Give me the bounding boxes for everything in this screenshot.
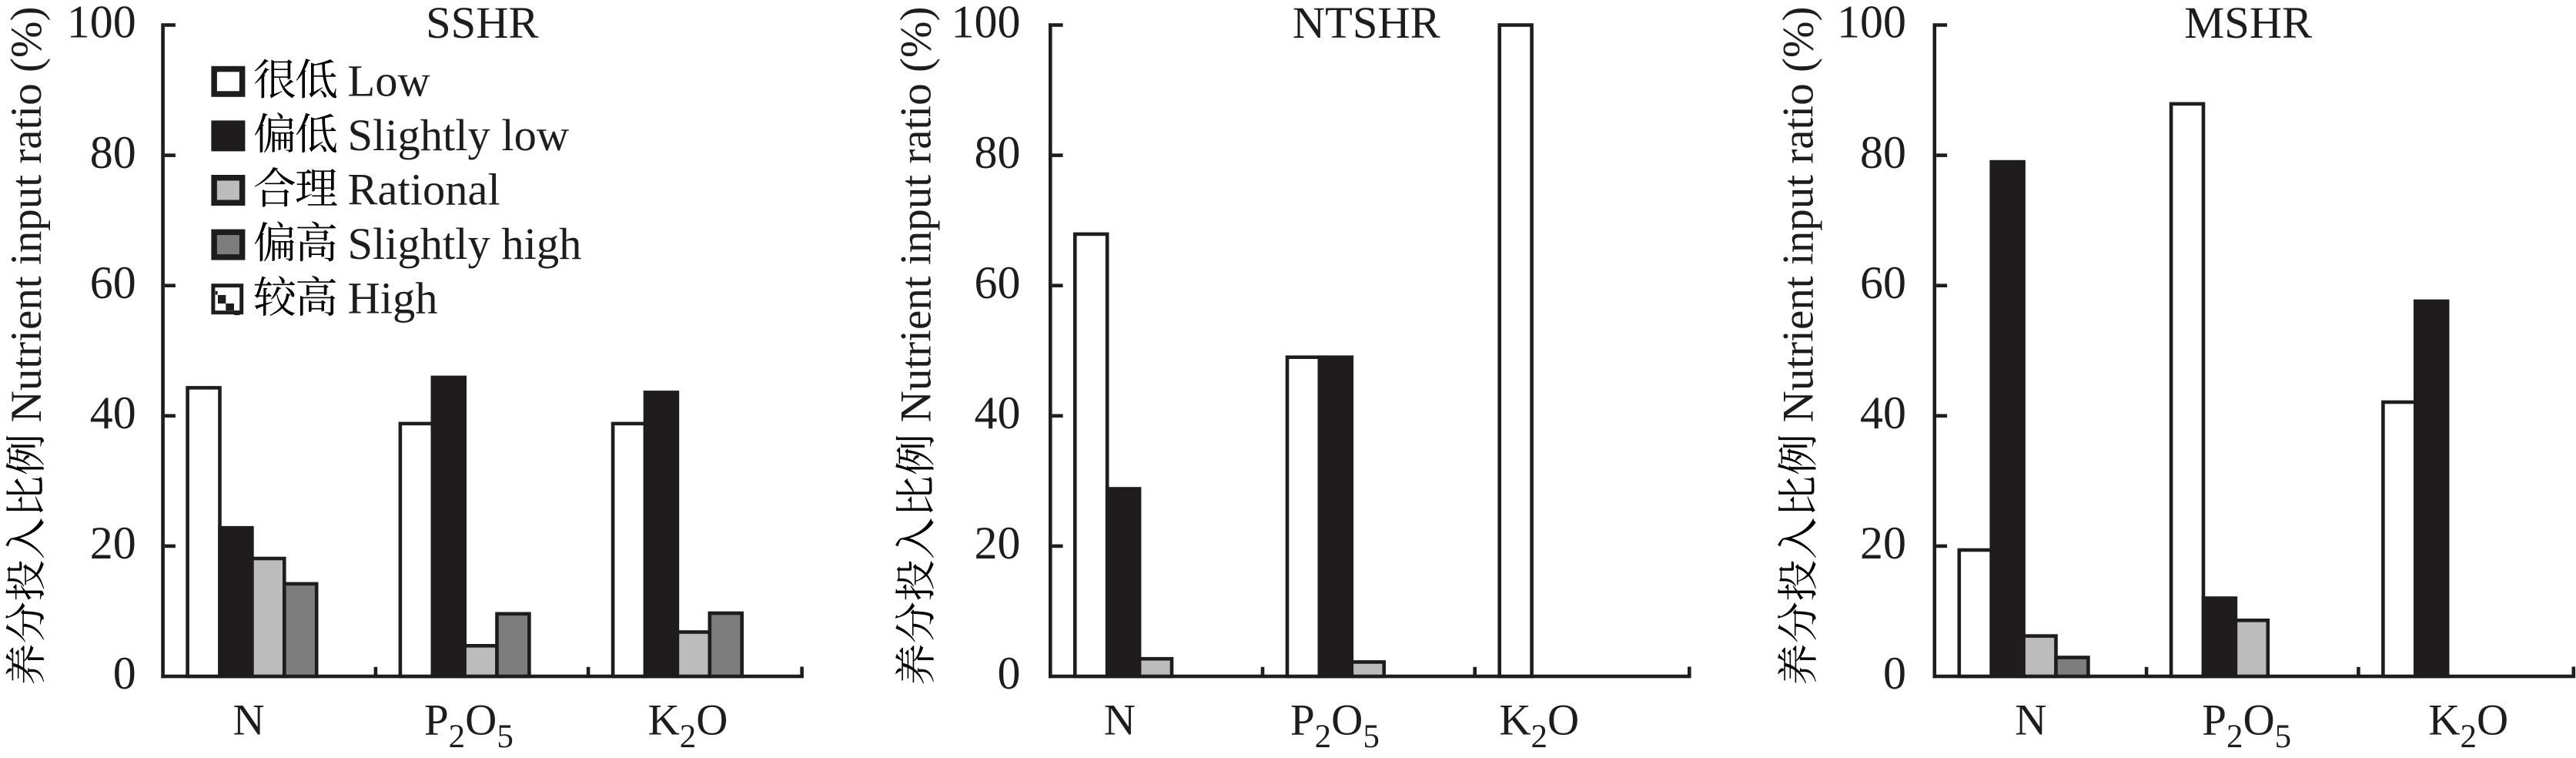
svg-text:NTSHR: NTSHR: [1293, 0, 1440, 48]
svg-text:High: High: [348, 273, 438, 324]
svg-text:80: 80: [975, 127, 1021, 178]
svg-text:20: 20: [1860, 518, 1906, 568]
svg-text:Nutrient input ratio (%): Nutrient input ratio (%): [892, 7, 941, 423]
svg-text:0: 0: [113, 648, 136, 699]
svg-text:60: 60: [90, 257, 136, 308]
svg-text:60: 60: [975, 257, 1021, 308]
svg-text:80: 80: [90, 127, 136, 178]
svg-text:Nutrient input ratio (%): Nutrient input ratio (%): [2, 7, 51, 423]
svg-text:60: 60: [1860, 257, 1906, 308]
svg-text:100: 100: [952, 0, 1021, 48]
svg-text:20: 20: [90, 518, 136, 568]
svg-text:SSHR: SSHR: [426, 0, 538, 48]
svg-text:N: N: [233, 696, 265, 745]
svg-text:Rational: Rational: [348, 165, 500, 215]
svg-text:0: 0: [1883, 648, 1906, 699]
svg-text:40: 40: [975, 387, 1021, 438]
svg-text:Slightly high: Slightly high: [348, 219, 582, 269]
svg-text:N: N: [2015, 696, 2046, 745]
svg-text:0: 0: [998, 648, 1021, 699]
svg-text:20: 20: [975, 518, 1021, 568]
svg-text:100: 100: [1837, 0, 1906, 48]
svg-text:MSHR: MSHR: [2184, 0, 2312, 48]
svg-text:Nutrient input ratio (%): Nutrient input ratio (%): [1775, 7, 1823, 423]
svg-text:N: N: [1104, 696, 1136, 745]
svg-text:Slightly low: Slightly low: [348, 110, 570, 160]
svg-text:80: 80: [1860, 127, 1906, 178]
svg-text:Low: Low: [348, 55, 430, 106]
svg-text:40: 40: [1860, 387, 1906, 438]
svg-text:100: 100: [67, 0, 136, 48]
svg-text:40: 40: [90, 387, 136, 438]
